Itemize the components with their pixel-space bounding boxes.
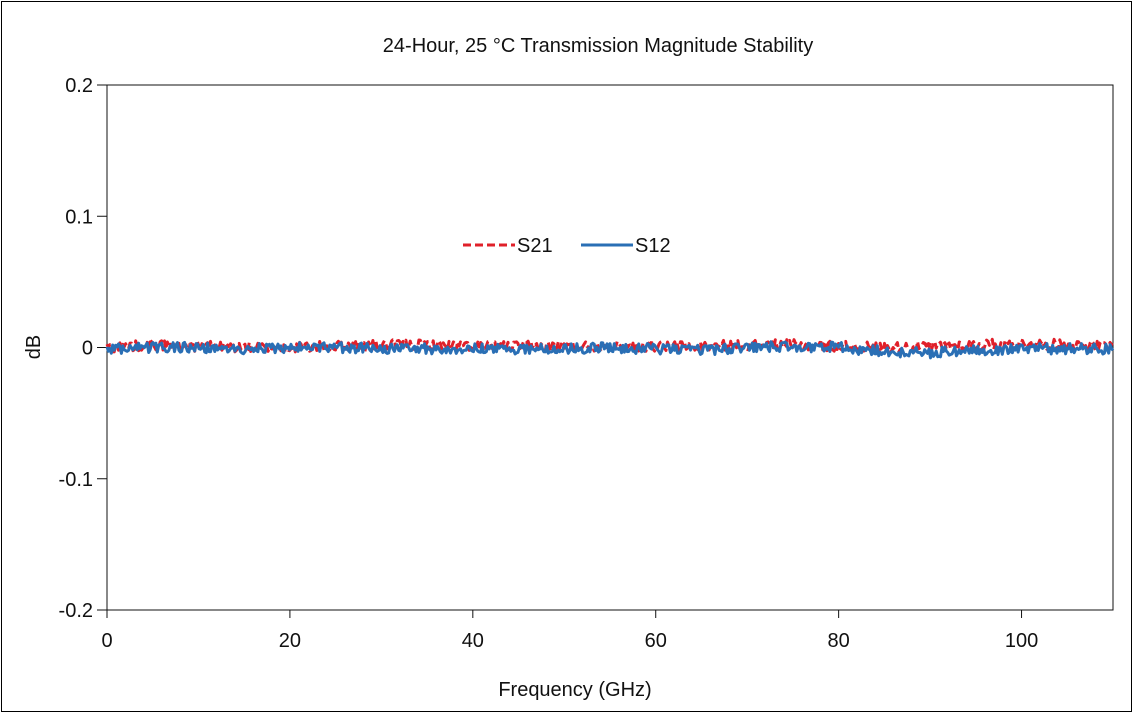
y-tick-label: 0 bbox=[82, 338, 93, 360]
y-axis: 0.2 0.1 0 -0.1 -0.2 bbox=[59, 75, 107, 622]
x-axis: 0 20 40 60 80 100 bbox=[101, 610, 1038, 652]
y-tick-label: 0.2 bbox=[65, 75, 93, 97]
x-tick-label: 80 bbox=[828, 630, 850, 652]
y-tick-label: 0.1 bbox=[65, 206, 93, 228]
legend-label-s21: S21 bbox=[517, 235, 553, 257]
y-tick-label: -0.2 bbox=[59, 600, 93, 622]
x-tick-label: 0 bbox=[101, 630, 112, 652]
y-axis-title: dB bbox=[23, 335, 45, 359]
x-tick-label: 60 bbox=[645, 630, 667, 652]
x-axis-title: Frequency (GHz) bbox=[498, 679, 651, 701]
legend-label-s12: S12 bbox=[635, 235, 671, 257]
x-tick-label: 40 bbox=[462, 630, 484, 652]
series-layer bbox=[105, 337, 1115, 360]
x-tick-label: 20 bbox=[279, 630, 301, 652]
series-line-s12 bbox=[105, 340, 1115, 360]
x-tick-label: 100 bbox=[1005, 630, 1038, 652]
legend: S21 S12 bbox=[463, 235, 671, 257]
chart-title: 24-Hour, 25 °C Transmission Magnitude St… bbox=[383, 35, 813, 57]
y-tick-label: -0.1 bbox=[59, 469, 93, 491]
